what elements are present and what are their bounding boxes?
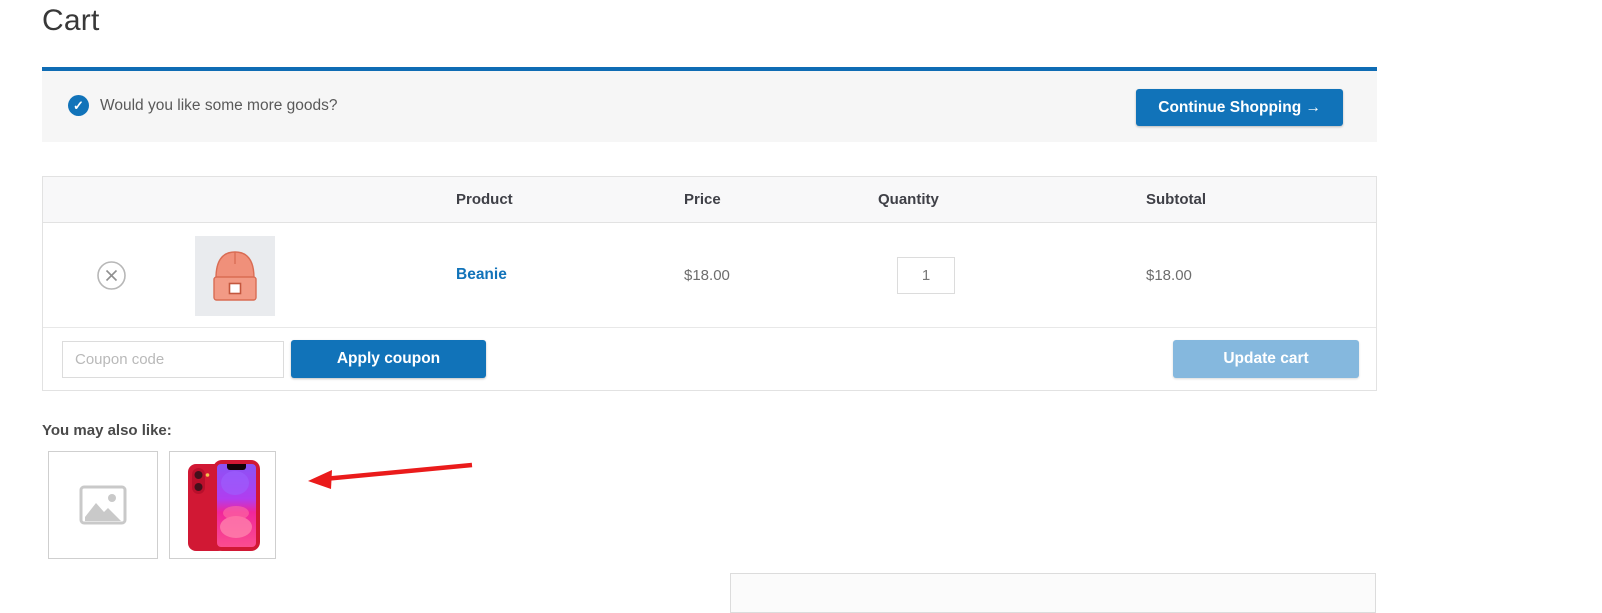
beanie-image — [213, 251, 257, 301]
image-placeholder-icon — [79, 485, 127, 525]
suggested-product-iphone[interactable] — [169, 451, 276, 559]
cart-table-header-row: Product Price Quantity Subtotal — [43, 177, 1376, 223]
apply-coupon-button[interactable]: Apply coupon — [291, 340, 486, 378]
update-cart-button[interactable]: Update cart — [1173, 340, 1359, 378]
header-subtotal: Subtotal — [1146, 191, 1206, 208]
page-title: Cart — [42, 4, 100, 37]
item-subtotal: $18.00 — [1146, 267, 1192, 284]
item-price: $18.00 — [684, 267, 730, 284]
coupon-code-input[interactable] — [62, 341, 284, 378]
product-name-link[interactable]: Beanie — [456, 266, 507, 283]
suggested-product-placeholder[interactable] — [48, 451, 158, 559]
header-quantity: Quantity — [878, 191, 939, 208]
cart-totals-partial-box — [730, 573, 1376, 613]
remove-item-icon[interactable] — [97, 261, 126, 290]
continue-shopping-button[interactable]: Continue Shopping → — [1136, 89, 1343, 126]
header-price: Price — [684, 191, 721, 208]
cart-item-row: Beanie $18.00 $18.00 — [43, 223, 1376, 328]
cart-actions-row: Apply coupon Update cart — [43, 328, 1376, 390]
quantity-input[interactable] — [897, 257, 955, 294]
iphone-red-image — [187, 460, 260, 551]
also-like-heading: You may also like: — [42, 422, 172, 439]
check-circle-icon: ✓ — [68, 95, 89, 116]
notice-message: Would you like some more goods? — [100, 97, 338, 114]
cart-table: Product Price Quantity Subtotal Beanie $… — [42, 176, 1377, 391]
header-product: Product — [456, 191, 513, 208]
cart-notice-bar: ✓ Would you like some more goods? Contin… — [42, 67, 1377, 142]
red-annotation-arrow — [308, 462, 473, 489]
product-thumbnail-beanie[interactable] — [195, 236, 275, 316]
